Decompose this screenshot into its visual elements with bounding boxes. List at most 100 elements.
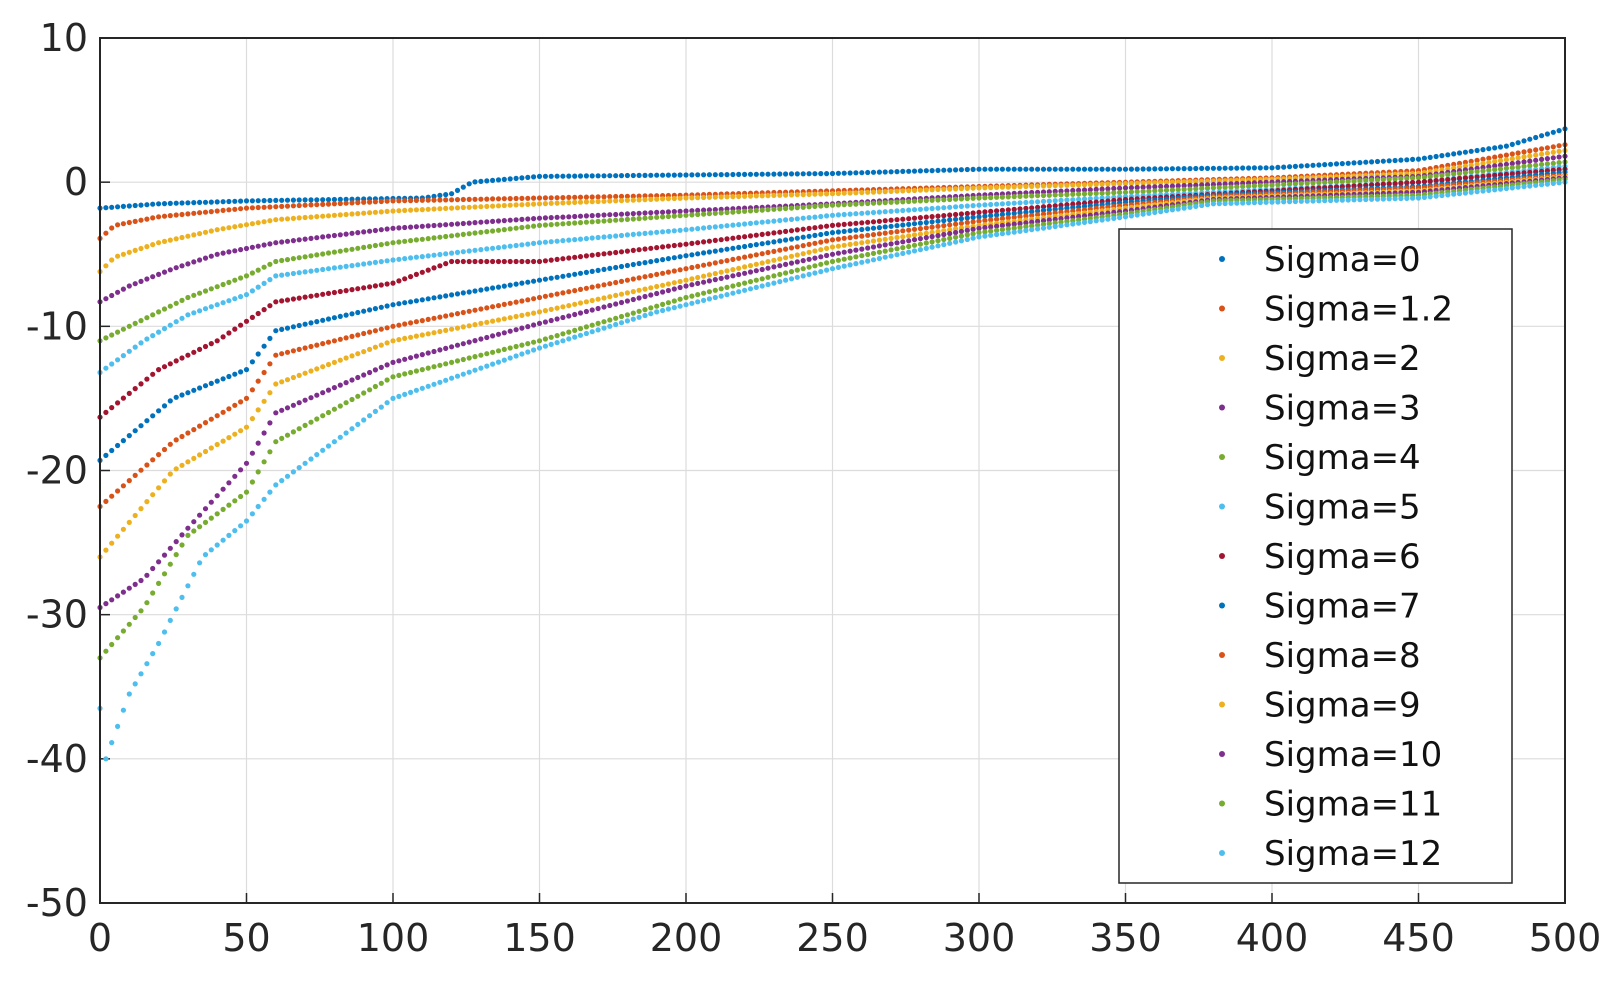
data-point: [589, 284, 595, 290]
data-point: [378, 342, 384, 348]
data-point: [185, 459, 191, 465]
data-point: [460, 341, 466, 347]
data-point: [478, 247, 484, 253]
data-point: [1333, 197, 1340, 203]
data-point: [712, 194, 718, 200]
data-point: [1497, 162, 1504, 168]
data-point: [882, 200, 888, 206]
data-point: [191, 571, 197, 577]
data-point: [507, 217, 513, 223]
data-point: [536, 294, 543, 301]
data-point: [660, 257, 666, 263]
data-point: [841, 202, 847, 208]
data-point: [566, 220, 572, 226]
data-point: [284, 349, 291, 355]
data-point: [466, 181, 472, 187]
data-point: [115, 723, 121, 730]
data-point: [1539, 156, 1545, 162]
data-point: [109, 204, 115, 210]
data-point: [261, 369, 267, 376]
data-point: [953, 239, 959, 245]
data-point: [835, 236, 842, 242]
data-point: [906, 243, 912, 250]
data-point: [654, 245, 660, 251]
data-point: [923, 235, 929, 241]
data-point: [232, 431, 238, 437]
data-point: [490, 285, 496, 291]
data-point: [788, 245, 795, 251]
data-point: [876, 231, 883, 237]
data-point: [249, 288, 255, 294]
data-point: [624, 211, 631, 217]
data-point: [806, 191, 812, 197]
data-point: [478, 219, 484, 225]
data-point: [665, 243, 672, 249]
data-point: [554, 200, 560, 206]
data-point: [531, 339, 537, 345]
data-point: [255, 204, 261, 211]
data-point: [173, 265, 179, 271]
data-point: [378, 404, 384, 410]
data-point: [841, 190, 847, 196]
data-point: [156, 640, 162, 647]
data-point: [1556, 143, 1562, 149]
data-point: [630, 247, 636, 253]
data-point: [1035, 193, 1041, 199]
data-point: [126, 621, 132, 627]
data-point: [1181, 205, 1187, 211]
data-point: [595, 194, 601, 200]
data-point: [197, 290, 203, 296]
data-point: [120, 628, 126, 634]
data-point: [1046, 217, 1052, 223]
data-point: [484, 363, 490, 369]
data-point: [671, 242, 677, 249]
data-point: [794, 244, 800, 250]
data-point: [431, 295, 437, 301]
data-point: [132, 247, 138, 253]
data-point: [618, 320, 625, 326]
data-point: [829, 244, 836, 250]
data-point: [648, 172, 654, 178]
data-point: [865, 245, 871, 251]
data-point: [507, 176, 513, 182]
data-point: [150, 492, 156, 498]
data-point: [947, 217, 953, 223]
data-point: [443, 197, 449, 203]
data-point: [618, 217, 625, 223]
data-point: [1210, 201, 1216, 207]
data-point: [542, 293, 549, 299]
data-point: [501, 258, 507, 265]
data-point: [712, 172, 718, 178]
data-point: [724, 258, 730, 264]
data-point: [472, 247, 478, 253]
data-point: [865, 251, 871, 258]
data-point: [1070, 166, 1076, 172]
series-sigma-12: [97, 179, 1568, 762]
data-point: [519, 325, 525, 331]
data-point: [513, 281, 519, 287]
data-point: [431, 193, 437, 199]
data-point: [115, 442, 121, 449]
data-point: [1533, 147, 1539, 153]
data-point: [601, 266, 607, 272]
data-point: [970, 226, 976, 232]
data-point: [349, 353, 355, 359]
data-point: [1380, 158, 1386, 164]
data-point: [759, 266, 765, 273]
data-point: [179, 462, 185, 468]
data-point: [1076, 191, 1082, 197]
data-point: [1052, 210, 1058, 216]
data-point: [1070, 182, 1076, 188]
data-point: [449, 312, 455, 318]
data-point: [753, 277, 759, 283]
data-point: [806, 204, 812, 210]
data-point: [238, 206, 244, 212]
data-point: [290, 429, 296, 435]
data-point: [999, 207, 1006, 213]
data-point: [1017, 210, 1023, 216]
data-point: [396, 358, 402, 364]
data-point: [917, 215, 924, 221]
data-point: [583, 299, 590, 305]
data-point: [1105, 216, 1111, 222]
data-point: [1146, 210, 1152, 216]
